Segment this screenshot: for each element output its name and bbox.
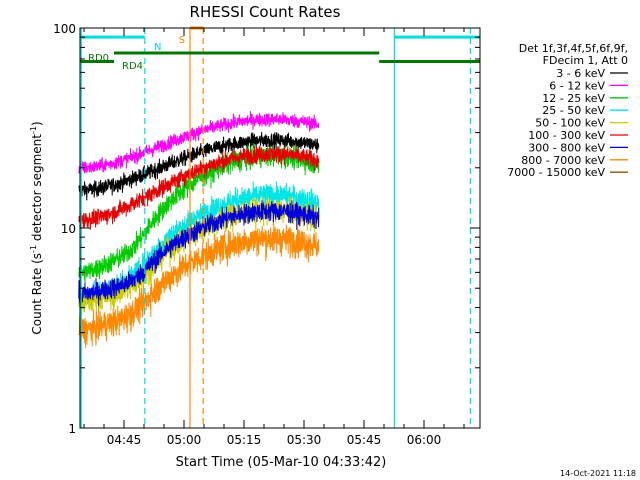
- x-axis-label: Start Time (05-Mar-10 04:33:42): [176, 455, 387, 470]
- flag-label-0: N: [154, 42, 161, 53]
- y-tick-label-2: 100: [53, 22, 76, 36]
- x-tick-label-2: 05:15: [227, 433, 262, 447]
- legend-label-2: 12 - 25 keV: [542, 92, 605, 105]
- chart-title: RHESSI Count Rates: [190, 3, 341, 21]
- series-traces: [78, 111, 320, 348]
- flag-label-3: RD4: [122, 61, 143, 72]
- x-tick-label-4: 05:45: [347, 433, 382, 447]
- legend-label-3: 25 - 50 keV: [542, 104, 605, 117]
- series-line-0: [78, 132, 320, 201]
- y-axis: 1 10 100: [53, 22, 480, 436]
- y-tick-label-0: 1: [68, 422, 76, 436]
- legend-label-1: 6 - 12 keV: [549, 79, 605, 92]
- footer-timestamp: 14-Oct-2021 11:18: [560, 469, 636, 478]
- flag-label-2: RD0: [88, 53, 109, 64]
- legend-label-7: 800 - 7000 keV: [521, 154, 605, 167]
- legend-header-0: Det 1f,3f,4f,5f,6f,9f,: [519, 42, 628, 55]
- y-tick-label-1: 10: [61, 222, 76, 236]
- legend-label-4: 50 - 100 keV: [535, 117, 605, 130]
- y-axis-label: Count Rate (s-1 detector segment-1): [29, 121, 44, 334]
- annotation-layer: N S RD0 RD4: [80, 26, 480, 428]
- legend-header-1: FDecim 1, Att 0: [543, 54, 628, 67]
- series-line-1: [78, 111, 320, 174]
- series-line-7: [78, 223, 320, 348]
- series-line-5: [78, 145, 320, 230]
- legend-label-5: 100 - 300 keV: [528, 129, 605, 142]
- series-line-3: [78, 181, 320, 308]
- legend-label-6: 300 - 800 keV: [528, 141, 605, 154]
- flag-label-1: S: [179, 35, 185, 46]
- legend-label-0: 3 - 6 keV: [556, 67, 605, 80]
- x-tick-label-0: 04:45: [107, 433, 142, 447]
- x-axis: 04:45 05:00 05:15 05:30 05:45 06:00: [83, 28, 465, 447]
- plot-frame: [79, 27, 481, 429]
- series-line-4: [78, 195, 320, 318]
- x-tick-label-5: 06:00: [407, 433, 442, 447]
- series-line-6: [78, 200, 320, 307]
- x-tick-label-3: 05:30: [287, 433, 322, 447]
- x-tick-label-1: 05:00: [167, 433, 202, 447]
- legend-label-8: 7000 - 15000 keV: [507, 166, 605, 179]
- legend: Det 1f,3f,4f,5f,6f,9f,FDecim 1, Att 03 -…: [507, 42, 628, 179]
